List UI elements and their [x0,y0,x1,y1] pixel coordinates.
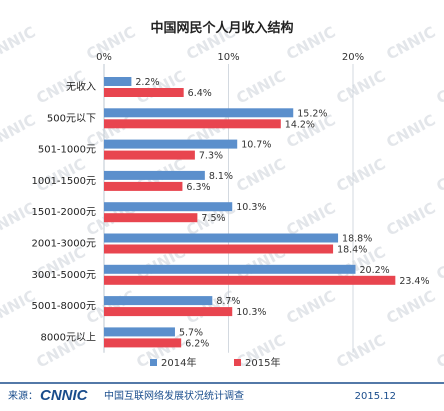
watermark: CNNIC [433,243,444,284]
watermark: CNNIC [383,23,438,64]
cnnic-logo: CNNIC [40,387,89,404]
watermark: CNNIC [233,67,288,108]
data-label: 6.2% [185,338,209,349]
data-label: 15.2% [297,108,327,119]
data-label: 18.8% [342,234,372,245]
bar [104,275,396,285]
bar [104,233,339,243]
chart-title: 中国网民个人月收入结构 [150,20,293,36]
bar [104,150,195,160]
data-label: 8.1% [209,171,233,182]
watermark: CNNIC [383,199,438,240]
category-label: 5001-8000元 [31,301,96,312]
data-label: 7.5% [201,213,225,224]
legend-swatch [234,359,241,366]
bar [104,213,198,223]
watermark: CNNIC [383,111,438,152]
bar [104,307,233,317]
bar [104,119,281,129]
data-label: 23.4% [399,276,429,287]
watermark: CNNIC [333,155,388,196]
data-label: 7.3% [199,151,223,162]
data-label: 6.3% [186,182,210,193]
watermark: CNNIC [383,287,438,328]
bar [104,88,184,97]
bar [104,327,175,337]
data-label: 10.3% [236,202,266,213]
x-tick-labels: 0% 10% 20% [96,52,364,63]
report-date: 2015.12 [355,391,396,402]
x-tick-label: 10% [217,52,239,63]
watermark: CNNIC [433,67,444,108]
watermark: CNNIC [333,331,388,372]
category-label: 8000元以上 [41,331,96,343]
category-label: 1001-1500元 [31,176,96,187]
bar-series: 2.2% 6.4% 15.2%14.2% 10.7% 7.3% 8.1%6.3% 10.3%… [104,77,430,349]
data-label: 10.3% [236,307,266,318]
watermark: CNNIC [433,331,444,372]
bar [104,338,182,348]
data-label: 14.2% [285,119,315,130]
bar [104,108,294,118]
legend: 2014年 2015年 [150,356,280,369]
category-label: 3001-5000元 [31,270,96,281]
watermark: CNNIC [0,111,38,152]
category-label: 1501-2000元 [31,207,96,218]
category-labels: 无收入 500元以下 501-1000元 1001-1500元 1501-2000元 20… [31,80,96,343]
legend-label: 2015年 [245,356,280,369]
data-label: 10.7% [241,140,271,151]
footer: 来源： CNNIC 中国互联网络发展状况统计调查 2015.12 [0,382,444,404]
bar [104,170,205,180]
data-label: 18.4% [337,245,367,256]
watermark: CNNIC [0,199,38,240]
x-tick-label: 20% [342,52,364,63]
watermark: CNNIC [283,199,338,240]
category-label: 501-1000元 [38,145,96,156]
org-name: 中国互联网络发展状况统计调查 [104,389,244,402]
data-label: 5.7% [179,327,203,338]
data-label: 20.2% [359,265,389,276]
watermark: CNNIC [283,287,338,328]
data-label: 6.4% [188,88,212,99]
legend-swatch [150,359,157,366]
watermark: CNNIC [0,23,38,64]
category-label: 无收入 [66,80,96,93]
bar [104,244,334,254]
bar [104,202,233,212]
data-label: 8.7% [216,296,240,307]
bar [104,77,132,86]
x-tick-label: 0% [96,52,112,63]
watermark: CNNIC [433,155,444,196]
bar [104,139,238,149]
category-label: 2001-3000元 [31,239,96,250]
legend-label: 2014年 [161,356,196,369]
watermark: CNNIC [333,67,388,108]
bar [104,264,356,274]
watermark: CNNIC [233,155,288,196]
data-label: 2.2% [135,77,159,88]
category-label: 500元以下 [47,113,96,124]
source-label: 来源： [8,389,38,402]
bar [104,296,213,306]
bar [104,181,183,191]
